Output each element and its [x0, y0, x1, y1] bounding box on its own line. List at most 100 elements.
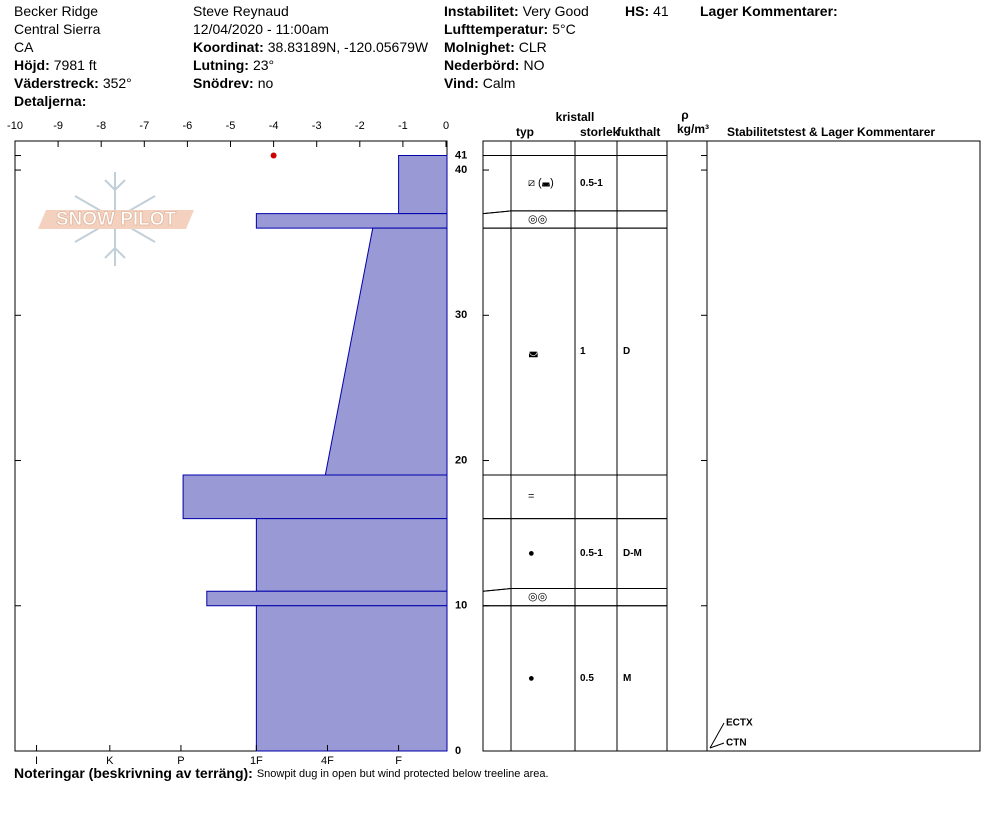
notes: Noteringar (beskrivning av terräng): Snow… [14, 765, 549, 781]
x-tick-label: 0 [443, 120, 449, 132]
header-line: CA [14, 39, 34, 55]
header-value: 5°C [552, 21, 576, 37]
hardness-layer [182, 474, 448, 520]
grain-type: ◎◎ [528, 213, 547, 225]
row-connector [482, 210, 512, 215]
header-line: Becker Ridge [14, 3, 98, 19]
grain-type: ● [528, 672, 535, 684]
notes-value: Snowpit dug in open but wind protected b… [257, 768, 549, 780]
x-tick-label: -6 [183, 120, 193, 132]
header-label: Lufttemperatur: [444, 21, 548, 37]
hardness-tick-label: K [106, 755, 114, 767]
header-line: Lutning: 23° [193, 57, 274, 73]
header-value: Steve Reynaud [193, 3, 289, 19]
header-line: Snödrev: no [193, 75, 273, 91]
header-line: Koordinat: 38.83189N, -120.05679W [193, 39, 429, 55]
header-line: Lufttemperatur: 5°C [444, 21, 576, 37]
header-value: 7981 ft [54, 57, 97, 73]
table-header: ρ [681, 108, 688, 122]
moisture: M [623, 673, 631, 684]
grain-type: ⧄ (◛) [528, 177, 554, 189]
moisture: D-M [623, 548, 642, 559]
grain-size: 0.5-1 [580, 548, 603, 559]
header-value: 352° [103, 75, 132, 91]
header-line: Detaljerna: [14, 93, 86, 109]
header-line: HS: 41 [625, 3, 669, 19]
logo-text: SNOW PILOT [56, 209, 177, 230]
header-label: Snödrev: [193, 75, 254, 91]
row-connector [482, 588, 512, 592]
header-line: Instabilitet: Very Good [444, 3, 589, 19]
table-header: storlek [580, 125, 620, 139]
grain-type: = [528, 491, 534, 503]
table-header: typ [516, 125, 534, 139]
grain-type: ◛ [528, 346, 539, 358]
header-value: Becker Ridge [14, 3, 98, 19]
hardness-layer [255, 605, 448, 752]
hardness-layer [206, 590, 448, 607]
hardness-layer [255, 518, 448, 592]
hardness-tick-label: F [395, 755, 402, 767]
y-tick-label: 20 [455, 454, 467, 466]
header-value: Calm [483, 75, 516, 91]
table-header: Stabilitetstest & Lager Kommentarer [727, 125, 935, 139]
grain-size: 0.5-1 [580, 178, 603, 189]
hardness-tick-label: P [177, 755, 184, 767]
header-value: 41 [653, 3, 669, 19]
x-tick-label: -2 [355, 120, 365, 132]
test-arrow [709, 722, 725, 749]
grain-type: ◎◎ [528, 591, 547, 603]
header-label: Väderstreck: [14, 75, 99, 91]
test-label: ECTX [726, 718, 753, 729]
header-line: Molnighet: CLR [444, 39, 547, 55]
header-label: Detaljerna: [14, 93, 86, 109]
temperature-point [270, 152, 277, 159]
header-value: no [258, 75, 274, 91]
header-label: Molnighet: [444, 39, 515, 55]
logo-band [38, 210, 194, 229]
header-label: Instabilitet: [444, 3, 519, 19]
x-tick-label: -10 [7, 120, 23, 132]
grain-type: ● [528, 547, 535, 559]
header-label: Höjd: [14, 57, 50, 73]
notes-label: Noteringar (beskrivning av terräng): [14, 765, 253, 781]
x-tick-label: -1 [398, 120, 408, 132]
header-label: Lager Kommentarer: [700, 3, 838, 19]
hardness-layer [398, 155, 448, 215]
hardness-layer [324, 227, 448, 476]
y-tick-label: 41 [455, 149, 467, 161]
header-label: Vind: [444, 75, 479, 91]
y-tick-label: 40 [455, 164, 467, 176]
y-tick-label: 30 [455, 309, 467, 321]
moisture: D [623, 346, 630, 357]
x-tick-label: -4 [269, 120, 279, 132]
hardness-tick-label: 1F [250, 755, 263, 767]
header-line: Nederbörd: NO [444, 57, 545, 73]
header-label: Lutning: [193, 57, 249, 73]
header-label: Nederbörd: [444, 57, 519, 73]
table-header: fukthalt [617, 125, 660, 139]
header-value: CLR [519, 39, 547, 55]
header-value: 23° [253, 57, 274, 73]
hardness-tick-label: 4F [321, 755, 334, 767]
y-tick-label: 10 [455, 600, 467, 612]
table-header: kg/m³ [677, 122, 709, 136]
header-value: 12/04/2020 - 11:00am [193, 21, 329, 37]
header-line: Steve Reynaud [193, 3, 289, 19]
table-frame [482, 140, 981, 752]
x-tick-label: -8 [96, 120, 106, 132]
x-tick-label: -7 [139, 120, 149, 132]
header-label: HS: [625, 3, 649, 19]
header-value: CA [14, 39, 34, 55]
x-tick-label: -5 [226, 120, 236, 132]
header-line: 12/04/2020 - 11:00am [193, 21, 329, 37]
hardness-tick-label: I [35, 755, 38, 767]
y-tick-label: 0 [455, 745, 461, 757]
header-line: Lager Kommentarer: [700, 3, 838, 19]
header-value: NO [523, 57, 544, 73]
header-line: Höjd: 7981 ft [14, 57, 97, 73]
grain-size: 1 [580, 346, 586, 357]
header-value: Very Good [523, 3, 589, 19]
header-label: Koordinat: [193, 39, 264, 55]
